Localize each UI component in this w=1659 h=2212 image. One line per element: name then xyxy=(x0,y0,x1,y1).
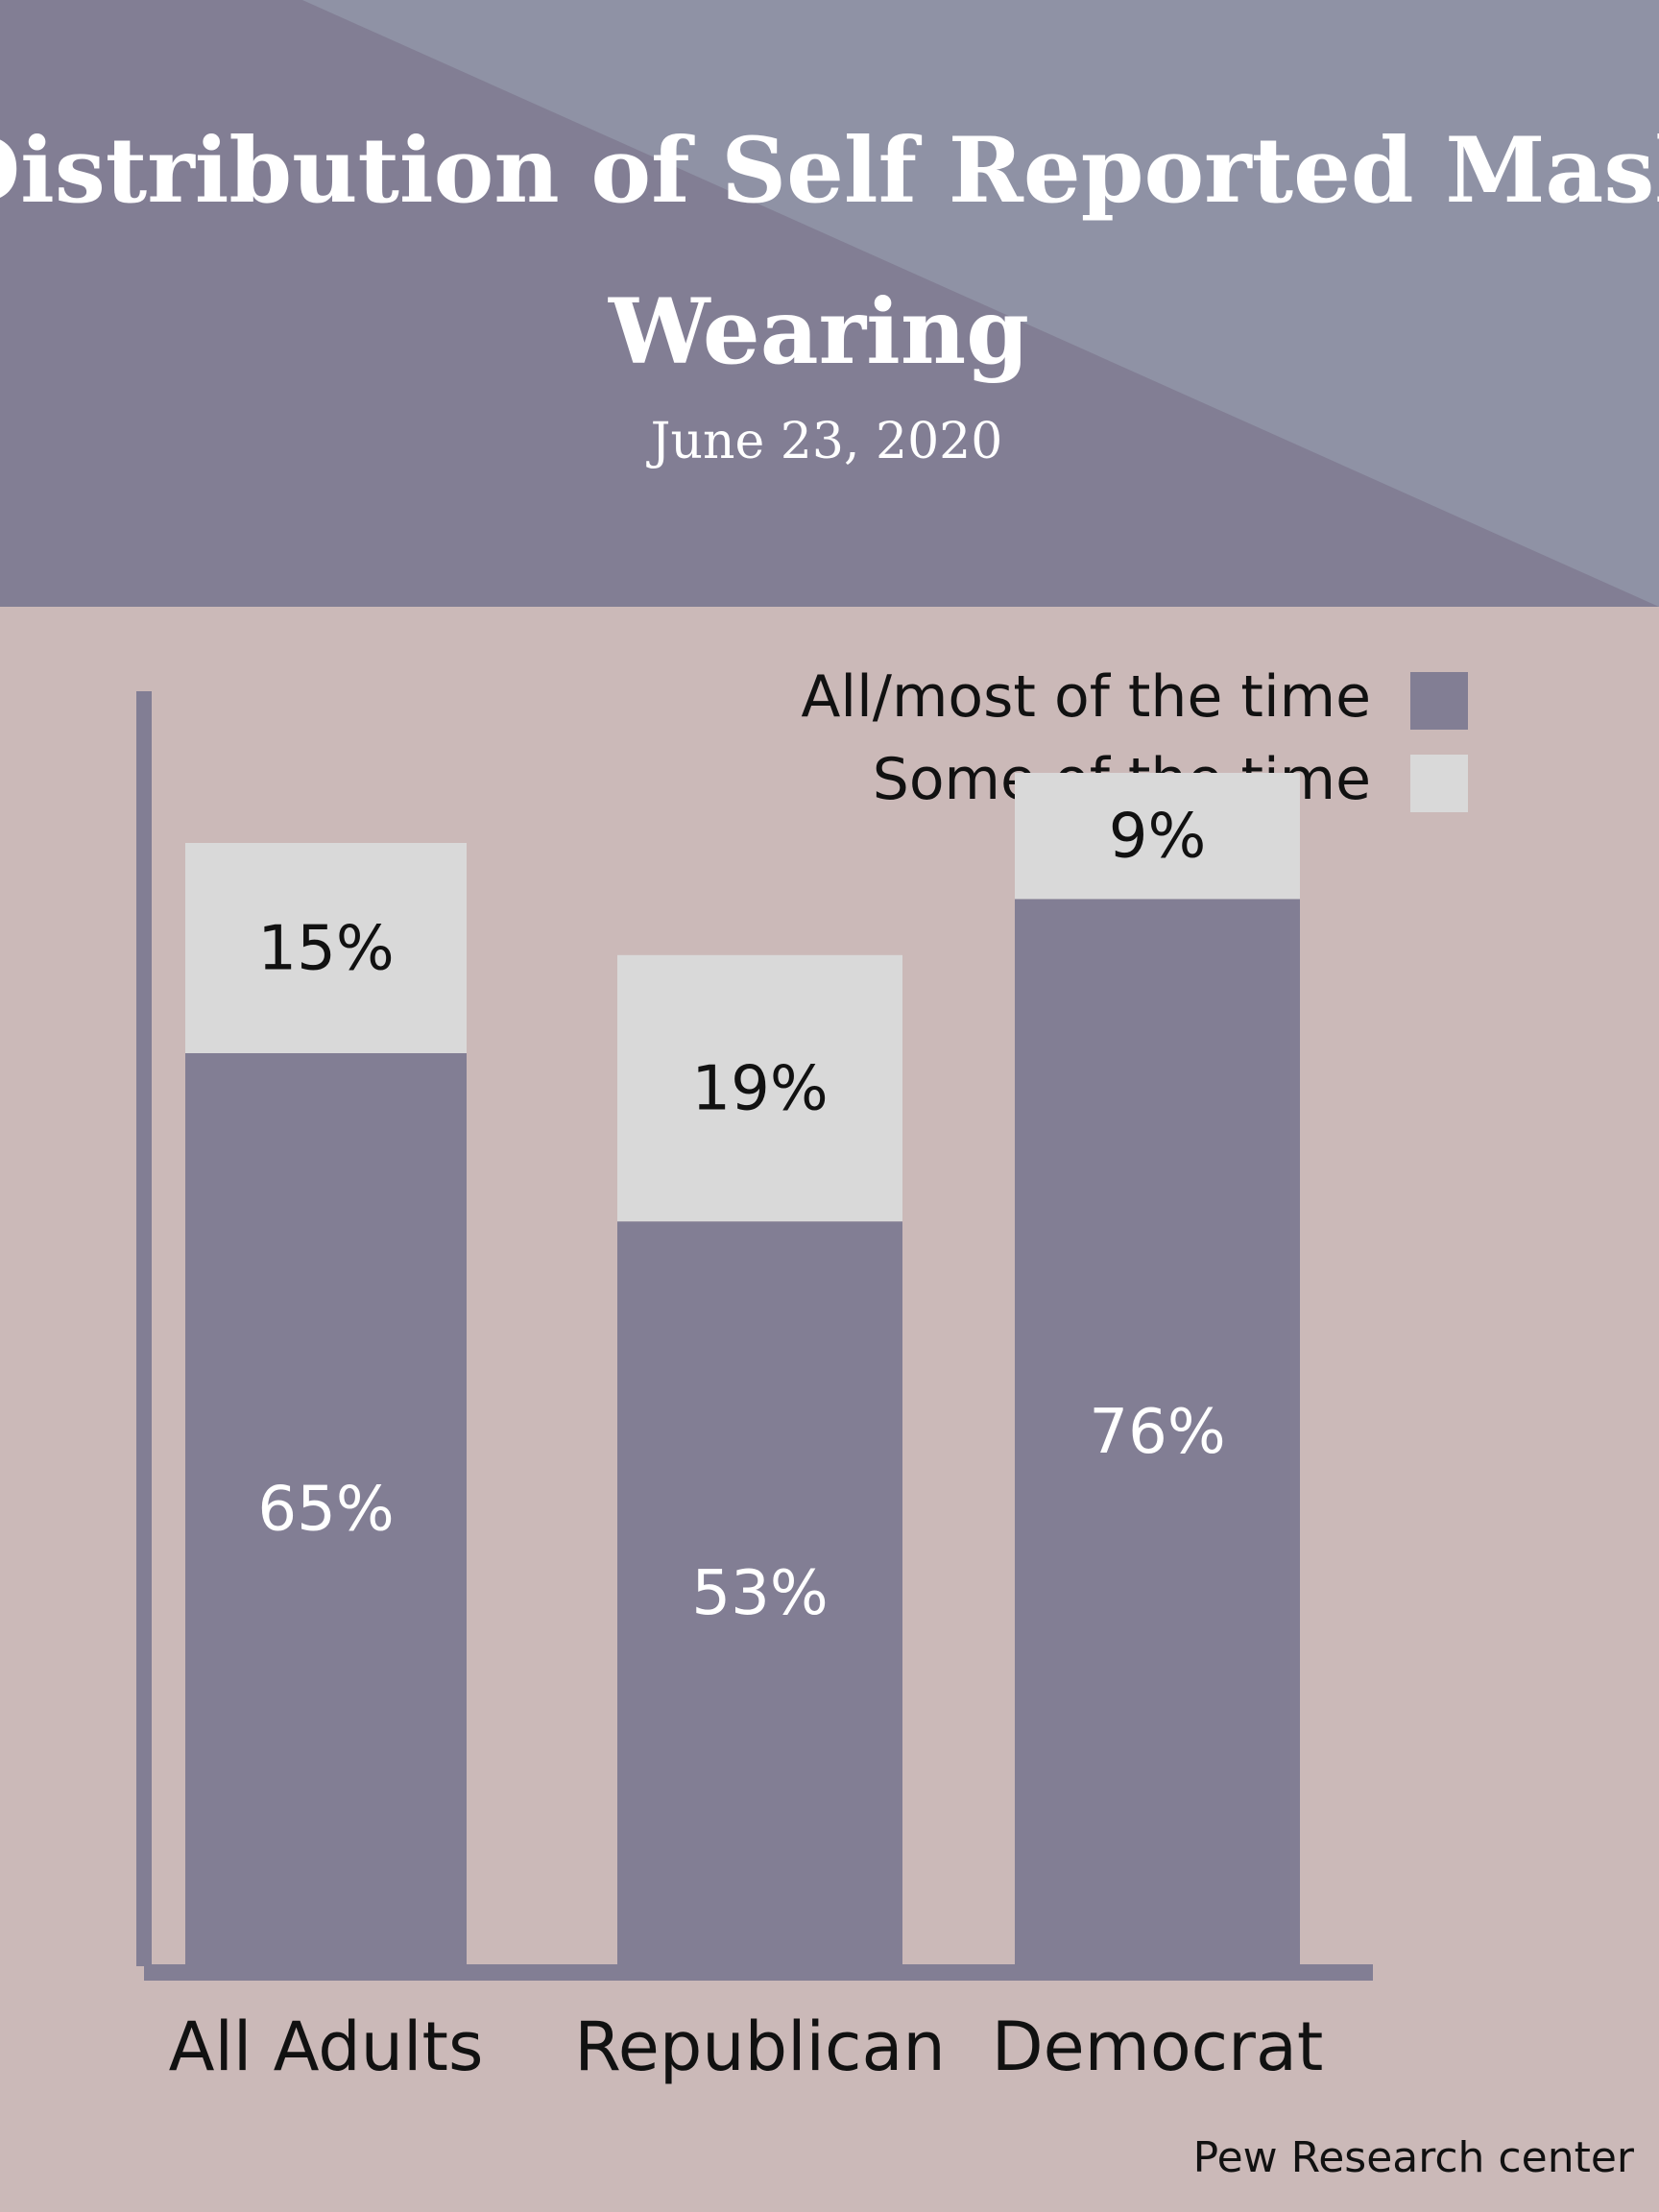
bar-segment-republican-all-most xyxy=(617,1221,902,1964)
bar-segment-democrat-some xyxy=(1015,773,1300,900)
data-label-republican-all-most: 53% xyxy=(691,1558,828,1629)
data-label-republican-some: 19% xyxy=(691,1054,828,1125)
data-label-democrat-all-most: 76% xyxy=(1089,1397,1225,1468)
labels-group: 65% 15% All Adults 53% 19% Republican 76% 9% Dem… xyxy=(169,802,1324,2086)
bar-segment-democrat-all-most xyxy=(1015,899,1300,1964)
x-tick-label-republican: Republican xyxy=(574,2008,945,2086)
data-label-all-adults-all-most: 65% xyxy=(257,1475,394,1546)
x-tick-label-democrat: Democrat xyxy=(992,2008,1324,2086)
bar-segment-republican-some xyxy=(617,954,902,1222)
bars-group xyxy=(185,773,1300,1964)
x-axis-line xyxy=(144,1964,1373,1981)
x-tick-label-all-adults: All Adults xyxy=(169,2008,484,2086)
header-diagonal-shape xyxy=(302,0,1659,607)
legend-swatch-some xyxy=(1410,755,1468,812)
subtitle-date: June 23, 2020 xyxy=(646,413,1003,470)
title-line-2: Wearing xyxy=(608,279,1029,385)
legend-label-all-most: All/most of the time xyxy=(801,663,1371,731)
data-label-democrat-some: 9% xyxy=(1109,802,1207,873)
title-line-1: Distribution of Self Reported Mask xyxy=(0,118,1659,224)
bar-segment-all-adults-some xyxy=(185,843,467,1053)
data-label-all-adults-some: 15% xyxy=(257,914,394,985)
legend-swatch-all-most xyxy=(1410,672,1468,730)
y-axis-line xyxy=(136,691,152,1966)
bar-segment-all-adults-all-most xyxy=(185,1053,467,1964)
source-note: Pew Research center xyxy=(1193,2133,1635,2182)
